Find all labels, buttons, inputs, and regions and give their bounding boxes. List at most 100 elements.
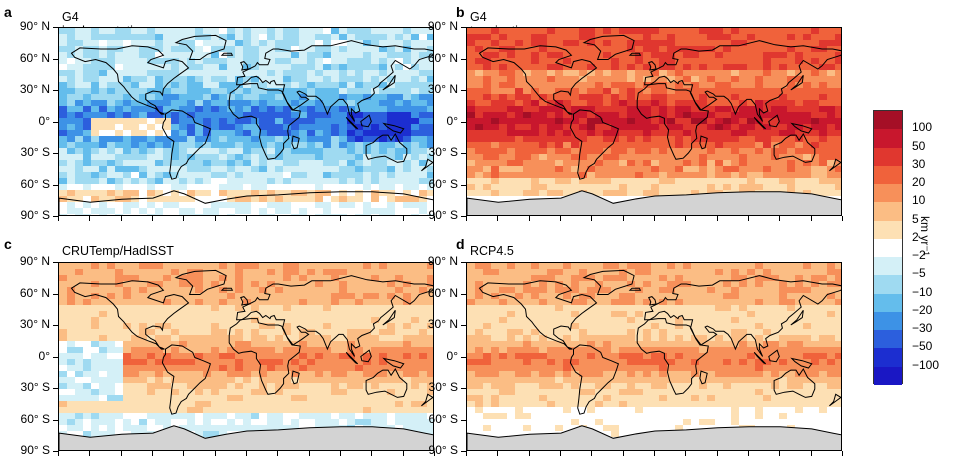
map-cell <box>611 154 620 161</box>
map-cell <box>803 130 812 137</box>
map-cell <box>131 142 140 149</box>
map-cell <box>771 76 780 83</box>
map-cell <box>651 46 660 53</box>
map-cell <box>819 299 828 306</box>
map-cell <box>715 46 724 53</box>
map-cell <box>651 148 660 155</box>
map-cell <box>267 371 276 378</box>
map-cell <box>363 281 372 288</box>
map-cell <box>515 263 524 270</box>
map-cell <box>659 130 668 137</box>
map-cell <box>587 275 596 282</box>
map-cell <box>67 293 76 300</box>
map-cell <box>331 130 340 137</box>
map-cell <box>531 94 540 101</box>
map-cell <box>579 112 588 119</box>
map-cell <box>579 305 588 312</box>
map-cell <box>499 28 508 35</box>
map-cell <box>371 281 380 288</box>
map-cell <box>243 269 252 276</box>
map-cell <box>123 359 132 366</box>
map-cell <box>115 335 124 342</box>
map-cell <box>619 190 628 197</box>
map-cell <box>763 124 772 131</box>
map-cell <box>107 401 116 408</box>
map-cell <box>475 311 484 318</box>
map-cell <box>219 190 228 197</box>
map-cell <box>467 40 476 47</box>
map-cell <box>107 178 116 185</box>
map-cell <box>203 160 212 167</box>
map-cell <box>643 154 652 161</box>
map-cell <box>331 40 340 47</box>
map-cell <box>379 148 388 155</box>
map-cell <box>171 323 180 330</box>
map-cell <box>251 389 260 396</box>
map-cell <box>235 124 244 131</box>
map-cell <box>171 317 180 324</box>
map-cell <box>755 269 764 276</box>
map-cell <box>499 190 508 197</box>
map-cell <box>571 46 580 53</box>
map-cell <box>59 413 68 420</box>
map-cell <box>299 88 308 95</box>
map-cell <box>555 76 564 83</box>
map-cell <box>691 172 700 179</box>
map-cell <box>771 58 780 65</box>
map-cell <box>675 76 684 83</box>
map-cell <box>395 46 404 53</box>
map-cell <box>171 58 180 65</box>
map-cell <box>411 160 420 167</box>
map-cell <box>147 341 156 348</box>
map-cell <box>267 190 276 197</box>
map-cell <box>163 208 172 215</box>
map-cell <box>379 395 388 402</box>
map-cell <box>355 323 364 330</box>
map-cell <box>395 88 404 95</box>
map-cell <box>603 160 612 167</box>
map-cell <box>411 323 420 330</box>
map-cell <box>659 100 668 107</box>
map-cell <box>691 94 700 101</box>
map-cell <box>251 214 260 215</box>
map-cell <box>379 136 388 143</box>
map-cell <box>371 100 380 107</box>
map-cell <box>59 76 68 83</box>
map-cell <box>203 347 212 354</box>
map-cell <box>179 365 188 372</box>
map-cell <box>619 88 628 95</box>
map-cell <box>371 34 380 41</box>
map-cell <box>747 154 756 161</box>
map-cell <box>835 40 841 47</box>
map-cell <box>555 269 564 276</box>
map-cell <box>411 166 420 173</box>
map-cell <box>611 293 620 300</box>
map-cell <box>395 335 404 342</box>
map-cell <box>555 52 564 59</box>
map-cell <box>259 88 268 95</box>
map-cell <box>131 263 140 270</box>
map-cell <box>651 263 660 270</box>
map-cell <box>699 100 708 107</box>
map-cell <box>603 58 612 65</box>
map-cell <box>299 58 308 65</box>
map-cell <box>643 160 652 167</box>
map-cell <box>123 70 132 77</box>
map-cell <box>707 160 716 167</box>
map-cell <box>595 136 604 143</box>
map-cell <box>707 281 716 288</box>
map-cell <box>355 263 364 270</box>
map-cell <box>379 58 388 65</box>
map-cell <box>835 311 841 318</box>
map-cell <box>75 70 84 77</box>
map-cell <box>339 154 348 161</box>
map-cell <box>307 407 316 414</box>
map-cell <box>155 70 164 77</box>
map-cell <box>675 52 684 59</box>
map-cell <box>395 34 404 41</box>
map-cell <box>811 142 820 149</box>
map-cell <box>467 64 476 71</box>
map-cell <box>371 329 380 336</box>
map-cell <box>211 353 220 360</box>
map-cell <box>171 190 180 197</box>
